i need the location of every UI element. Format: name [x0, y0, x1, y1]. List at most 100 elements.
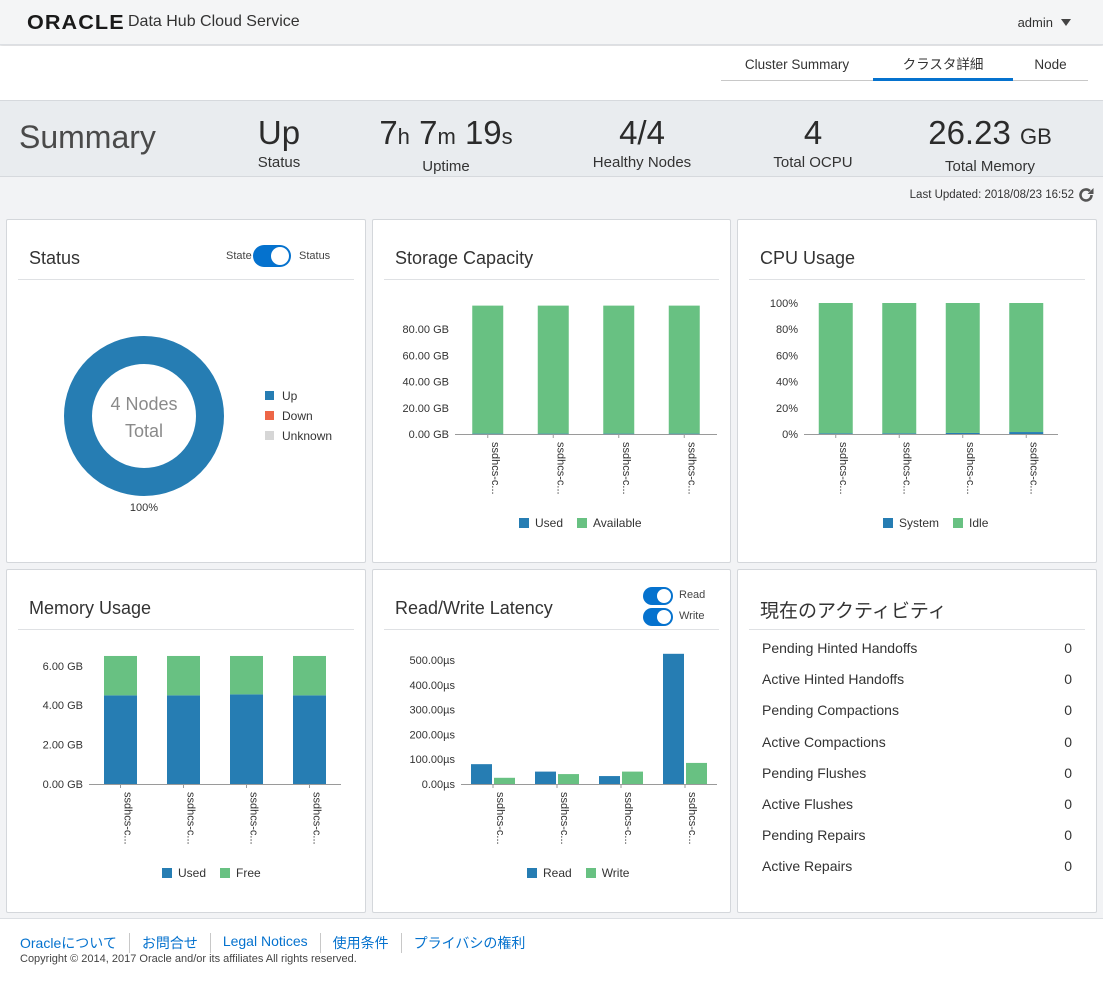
read-toggle-label: Read [679, 589, 706, 601]
uptime-minutes: 7 [419, 114, 438, 151]
y-tick-label: 80.00 GB [403, 324, 449, 336]
cpu-panel-title: CPU Usage [760, 248, 856, 268]
x-tick-label: ssdhcs-c... [489, 442, 501, 495]
user-menu[interactable]: admin [1018, 15, 1071, 30]
activity-value: 0 [1064, 827, 1072, 843]
footer-link-contact[interactable]: お問合せ [128, 933, 210, 953]
last-updated: Last Updated: 2018/08/23 16:52 [909, 189, 1074, 201]
memory-bar-chart: 0.00 GB 2.00 GB 4.00 GB 6.00 GB ssdhcs-c... s… [43, 655, 341, 845]
status-panel-title: Status [29, 248, 81, 268]
legend-label: Available [593, 516, 642, 530]
bar-available[interactable] [472, 305, 504, 434]
bar-write[interactable] [558, 774, 579, 784]
divider [384, 629, 719, 630]
divider [18, 279, 354, 280]
bar-available[interactable] [537, 305, 569, 434]
write-toggle-label: Write [679, 610, 705, 622]
activity-panel-title: 現在のアクティビティ [760, 601, 947, 622]
footer-link-privacy[interactable]: プライバシの権利 [400, 933, 538, 953]
metric-ocpu-value: 4 [803, 114, 823, 151]
bar-idle[interactable] [818, 303, 853, 434]
x-tick-label: ssdhcs-c... [185, 792, 197, 845]
read-toggle[interactable] [643, 587, 673, 605]
bar-read[interactable] [599, 776, 620, 784]
y-tick-label: 40.00 GB [403, 377, 449, 389]
bar-system[interactable] [818, 433, 853, 434]
metric-healthy-value: 4/4 [619, 114, 665, 151]
cpu-panel: CPU Usage 0% 20% 40% 60% 80% 100% ssdhcs-c... s… [737, 219, 1097, 563]
activity-label: Active Flushes [762, 796, 854, 812]
latency-panel-title: Read/Write Latency [395, 598, 553, 618]
x-tick-label: ssdhcs-c... [248, 792, 260, 845]
x-tick-label: ssdhcs-c... [685, 442, 697, 495]
toggle-status-label: Status [299, 250, 331, 262]
bar-used[interactable] [472, 433, 504, 435]
bar-used[interactable] [603, 433, 635, 435]
bar-used[interactable] [293, 695, 326, 784]
footer: Oracleについて お問合せ Legal Notices 使用条件 プライバシ… [0, 918, 1103, 981]
oracle-logo[interactable]: ORACLE [27, 12, 125, 34]
bar-read[interactable] [663, 653, 684, 784]
bar-free[interactable] [230, 655, 263, 695]
y-tick-label: 40% [776, 377, 798, 389]
footer-link-legal[interactable]: Legal Notices [209, 933, 320, 953]
app-title: Data Hub Cloud Service [128, 13, 300, 30]
bar-system[interactable] [1009, 432, 1044, 434]
bar-idle[interactable] [882, 303, 917, 434]
bar-used[interactable] [537, 433, 569, 435]
uptime-hours: 7 [379, 114, 398, 151]
latency-bar-chart: 0.00µs 100.00µs 200.00µs 300.00µs 400.00µs 50… [410, 653, 717, 845]
bar-used[interactable] [668, 433, 700, 435]
legend-write: Write [585, 866, 629, 880]
activity-value: 0 [1064, 734, 1072, 750]
bar-system[interactable] [882, 433, 917, 434]
state-status-toggle[interactable] [253, 245, 291, 267]
bar-write[interactable] [686, 762, 707, 784]
activity-row: Pending Flushes 0 [762, 765, 1072, 785]
metric-uptime-label: Uptime [422, 158, 470, 175]
bar-used[interactable] [230, 694, 263, 784]
activity-row: Pending Repairs 0 [762, 827, 1072, 847]
bar-idle[interactable] [945, 303, 980, 433]
bar-available[interactable] [603, 305, 635, 434]
tab-cluster-details[interactable]: クラスタ詳細 [873, 51, 1013, 81]
bar-write[interactable] [494, 777, 515, 784]
footer-link-about[interactable]: Oracleについて [20, 935, 117, 951]
legend-free: Free [220, 866, 261, 880]
donut-slice-up[interactable] [64, 336, 224, 496]
bar-idle[interactable] [1009, 303, 1044, 433]
bar-free[interactable] [293, 655, 326, 696]
legend-up: Up [282, 389, 298, 403]
donut-percent-label: 100% [130, 502, 158, 514]
bar-system[interactable] [945, 432, 980, 434]
legend-label: Used [178, 866, 207, 880]
bar-used[interactable] [104, 695, 137, 784]
bar-write[interactable] [622, 771, 643, 784]
activity-value: 0 [1064, 796, 1072, 812]
bar-free[interactable] [167, 655, 200, 696]
y-tick-label: 100% [770, 298, 798, 310]
legend-swatch-unknown [265, 431, 274, 440]
activity-value: 0 [1064, 640, 1072, 656]
tab-cluster-summary[interactable]: Cluster Summary [744, 57, 850, 72]
x-tick-label: ssdhcs-c... [620, 442, 632, 495]
bar-free[interactable] [104, 655, 137, 696]
bar-read[interactable] [471, 764, 492, 784]
tab-bar: Cluster Summary クラスタ詳細 Node [0, 46, 1103, 100]
y-tick-label: 2.00 GB [43, 740, 83, 752]
activity-label: Active Hinted Handoffs [762, 671, 905, 687]
metric-healthy-label: Healthy Nodes [592, 154, 692, 171]
bar-read[interactable] [535, 771, 556, 784]
chevron-down-icon [1061, 19, 1071, 26]
memory-panel: Memory Usage 0.00 GB 2.00 GB 4.00 GB 6.00 G… [6, 569, 366, 913]
refresh-icon[interactable] [1077, 186, 1095, 204]
write-toggle[interactable] [643, 608, 673, 626]
bar-used[interactable] [167, 695, 200, 784]
activity-value: 0 [1064, 671, 1072, 687]
bar-available[interactable] [668, 305, 700, 434]
y-tick-label: 500.00µs [410, 655, 456, 667]
legend-swatch [162, 868, 172, 878]
legend-label: Read [543, 866, 572, 880]
footer-link-terms[interactable]: 使用条件 [319, 933, 401, 953]
tab-node[interactable]: Node [1034, 57, 1067, 72]
